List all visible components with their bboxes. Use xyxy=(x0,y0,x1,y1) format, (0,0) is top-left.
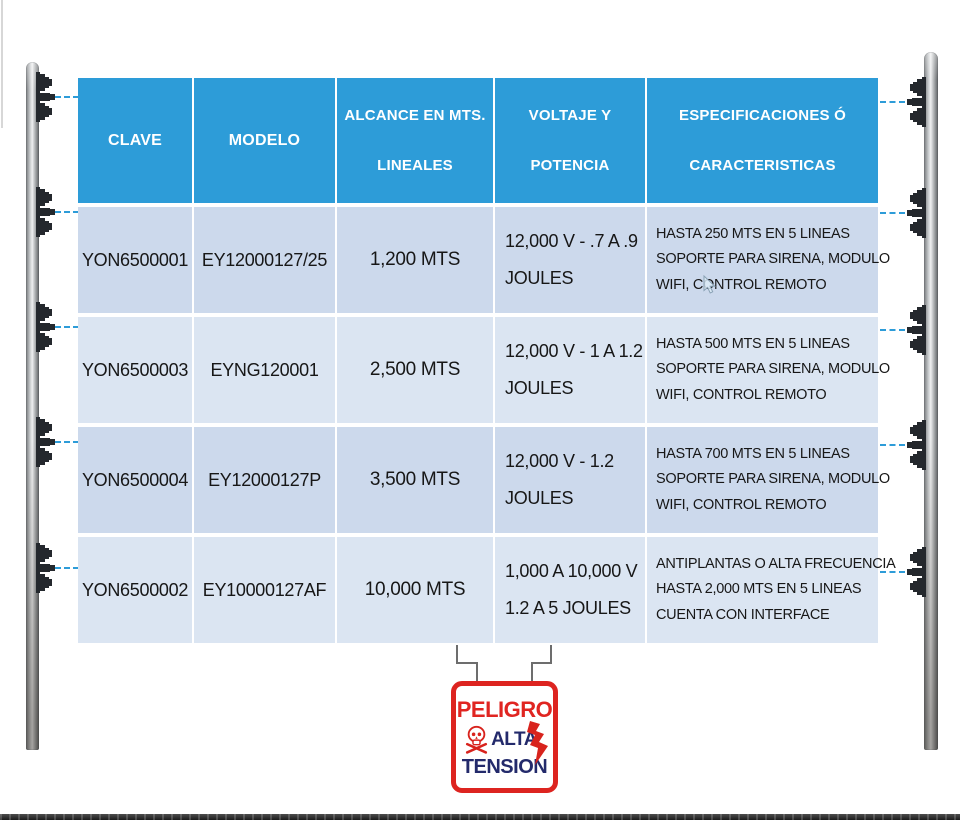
skull-crossbones-icon xyxy=(466,725,488,754)
insulator-icon xyxy=(36,302,55,352)
mouse-cursor xyxy=(703,275,716,294)
product-spec-table: CLAVE MODELO ALCANCE EN MTS. LINEALES VOL… xyxy=(78,78,896,643)
fence-wire xyxy=(880,571,905,573)
cell-voltaje: 12,000 V - .7 A .9 JOULES xyxy=(493,207,645,313)
fence-wire xyxy=(55,211,79,213)
fence-pole-left xyxy=(26,62,39,750)
column-header-voltaje: VOLTAJE Y POTENCIA xyxy=(493,78,645,203)
cell-clave: YON6500001 xyxy=(78,207,192,313)
insulator-icon xyxy=(907,305,926,355)
table-row: YON6500002 EY10000127AF 10,000 MTS 1,000… xyxy=(78,537,896,643)
cell-modelo: EYNG120001 xyxy=(192,317,335,423)
column-header-modelo: MODELO xyxy=(192,78,335,203)
lightning-bolt-icon xyxy=(527,721,548,765)
fence-wire xyxy=(55,567,79,569)
insulator-icon xyxy=(36,417,55,467)
fence-pole-right xyxy=(924,52,938,750)
insulator-icon xyxy=(36,543,55,593)
cell-voltaje: 1,000 A 10,000 V 1.2 A 5 JOULES xyxy=(493,537,645,643)
column-header-clave: CLAVE xyxy=(78,78,192,203)
cell-clave: YON6500002 xyxy=(78,537,192,643)
insulator-icon xyxy=(907,420,926,470)
cell-especificaciones: HASTA 500 MTS EN 5 LINEAS SOPORTE PARA SI… xyxy=(645,317,890,423)
fence-wire xyxy=(880,444,905,446)
sign-peligro-text: PELIGRO xyxy=(456,697,553,722)
insulator-icon xyxy=(36,72,55,122)
sign-tension-text: TENSION xyxy=(461,756,548,778)
cell-especificaciones: HASTA 700 MTS EN 5 LINEAS SOPORTE PARA SI… xyxy=(645,427,890,533)
cell-clave: YON6500004 xyxy=(78,427,192,533)
cell-modelo: EY12000127/25 xyxy=(192,207,335,313)
table-row: YON6500003 EYNG120001 2,500 MTS 12,000 V… xyxy=(78,317,890,423)
cell-modelo: EY10000127AF xyxy=(192,537,335,643)
table-header-row: CLAVE MODELO ALCANCE EN MTS. LINEALES VOL… xyxy=(78,78,878,203)
insulator-icon xyxy=(907,188,926,238)
cell-especificaciones: ANTIPLANTAS O ALTA FRECUENCIA HASTA 2,000… xyxy=(645,537,896,643)
cell-voltaje: 12,000 V - 1.2 JOULES xyxy=(493,427,645,533)
cell-alcance: 2,500 MTS xyxy=(335,317,493,423)
fence-wire xyxy=(880,329,905,331)
column-header-alcance: ALCANCE EN MTS. LINEALES xyxy=(335,78,493,203)
table-row: YON6500004 EY12000127P 3,500 MTS 12,000 … xyxy=(78,427,890,533)
column-header-especificaciones: ESPECIFICACIONES Ó CARACTERISTICAS xyxy=(645,78,878,203)
cell-alcance: 1,200 MTS xyxy=(335,207,493,313)
cell-alcance: 3,500 MTS xyxy=(335,427,493,533)
fence-wire xyxy=(55,326,79,328)
insulator-icon xyxy=(907,77,926,127)
cell-modelo: EY12000127P xyxy=(192,427,335,533)
insulator-icon xyxy=(36,187,55,237)
fence-wire xyxy=(880,101,905,103)
danger-high-voltage-sign: PELIGRO ALTA TENSION xyxy=(451,681,558,793)
table-row: YON6500001 EY12000127/25 1,200 MTS 12,00… xyxy=(78,207,890,313)
fence-wire xyxy=(55,441,79,443)
cell-clave: YON6500003 xyxy=(78,317,192,423)
insulator-icon xyxy=(907,547,926,597)
sign-alta-text: ALTA xyxy=(491,728,537,750)
fence-wire xyxy=(880,212,905,214)
ground-bar xyxy=(0,814,960,820)
scan-edge-artifact xyxy=(1,0,3,128)
cell-alcance: 10,000 MTS xyxy=(335,537,493,643)
fence-wire xyxy=(55,96,79,98)
cell-especificaciones: HASTA 250 MTS EN 5 LINEAS SOPORTE PARA SI… xyxy=(645,207,890,313)
cell-voltaje: 12,000 V - 1 A 1.2 JOULES xyxy=(493,317,645,423)
